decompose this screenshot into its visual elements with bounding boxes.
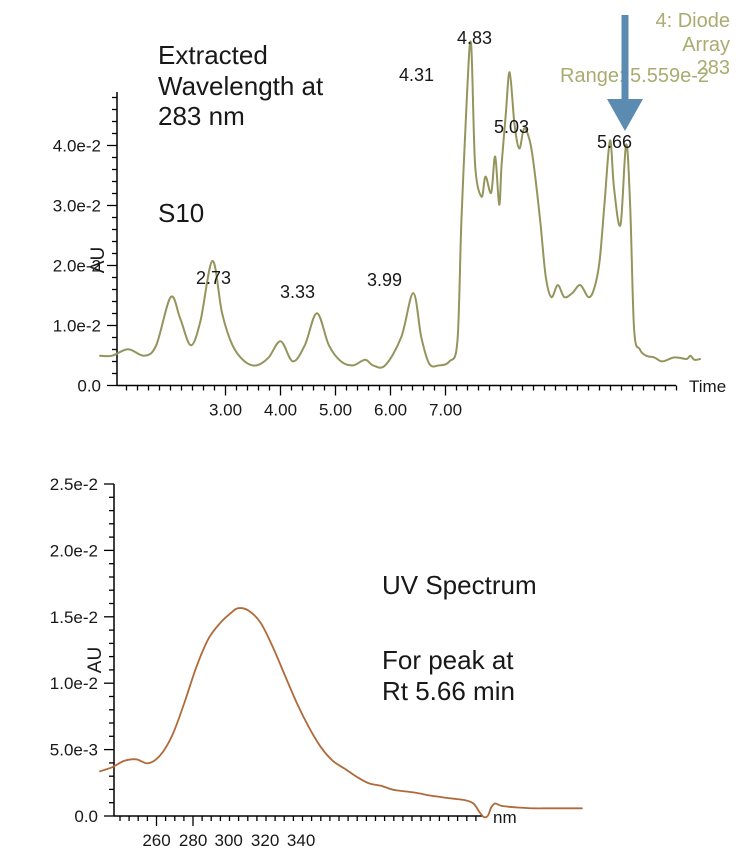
- svg-text:1.0e-2: 1.0e-2: [50, 674, 98, 693]
- svg-text:300: 300: [215, 831, 243, 850]
- svg-text:AU: AU: [85, 647, 106, 673]
- svg-text:1.0e-2: 1.0e-2: [53, 317, 101, 336]
- svg-text:340: 340: [287, 831, 315, 850]
- svg-text:2.0e-2: 2.0e-2: [50, 541, 98, 560]
- svg-text:AU: AU: [88, 247, 109, 273]
- svg-text:0.0: 0.0: [77, 377, 101, 396]
- svg-text:4.0e-2: 4.0e-2: [53, 137, 101, 156]
- svg-text:0.0: 0.0: [74, 807, 98, 826]
- svg-text:nm: nm: [493, 808, 517, 827]
- svg-text:280: 280: [179, 831, 207, 850]
- svg-text:7.00: 7.00: [429, 401, 462, 420]
- svg-text:6.00: 6.00: [374, 401, 407, 420]
- svg-text:1.5e-2: 1.5e-2: [50, 608, 98, 627]
- svg-text:3.00: 3.00: [209, 401, 242, 420]
- svg-text:5.0e-3: 5.0e-3: [50, 741, 98, 760]
- svg-text:260: 260: [142, 831, 170, 850]
- svg-text:3.0e-2: 3.0e-2: [53, 197, 101, 216]
- svg-text:2.5e-2: 2.5e-2: [50, 475, 98, 494]
- svg-text:Time: Time: [689, 377, 726, 396]
- svg-text:5.00: 5.00: [319, 401, 352, 420]
- svg-text:4.00: 4.00: [264, 401, 297, 420]
- svg-text:320: 320: [251, 831, 279, 850]
